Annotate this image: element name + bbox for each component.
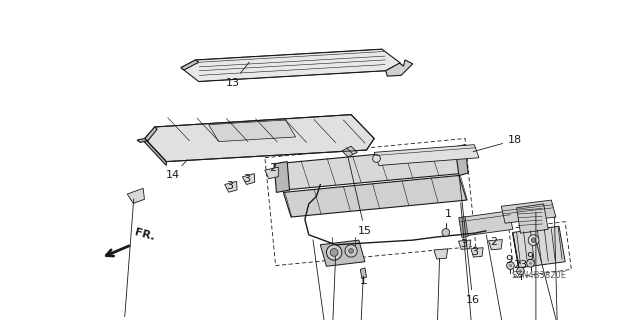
Text: 3: 3 (460, 239, 467, 249)
Polygon shape (516, 204, 548, 233)
Text: 12: 12 (342, 276, 364, 320)
Text: 16: 16 (460, 176, 480, 305)
Polygon shape (181, 49, 401, 82)
Circle shape (330, 249, 338, 256)
Text: 3: 3 (244, 173, 251, 184)
Text: FR.: FR. (134, 228, 156, 243)
Polygon shape (320, 240, 365, 266)
Text: 20: 20 (552, 217, 566, 320)
Circle shape (507, 262, 515, 269)
Polygon shape (209, 120, 296, 141)
Polygon shape (374, 145, 479, 165)
Polygon shape (513, 226, 565, 268)
Polygon shape (145, 127, 157, 141)
Polygon shape (471, 248, 483, 257)
Text: 11: 11 (319, 257, 335, 320)
Text: 4: 4 (120, 199, 134, 320)
Polygon shape (274, 162, 289, 192)
Text: 6: 6 (536, 243, 597, 320)
Polygon shape (458, 240, 471, 249)
Text: 3: 3 (226, 181, 233, 191)
Polygon shape (265, 167, 278, 179)
Polygon shape (459, 211, 513, 236)
Polygon shape (181, 60, 198, 70)
Text: 14: 14 (165, 160, 188, 180)
Circle shape (442, 228, 450, 236)
Polygon shape (127, 188, 145, 203)
Text: 22: 22 (313, 240, 339, 320)
Polygon shape (284, 175, 467, 217)
Circle shape (528, 235, 539, 245)
Text: SZN4B3820E: SZN4B3820E (512, 271, 566, 280)
Text: 2: 2 (490, 237, 497, 247)
Polygon shape (488, 240, 502, 250)
Polygon shape (243, 174, 255, 185)
Circle shape (372, 155, 380, 162)
Text: 9: 9 (526, 252, 533, 262)
Text: 23: 23 (513, 260, 527, 270)
Text: 5: 5 (424, 258, 440, 320)
Polygon shape (501, 200, 556, 223)
Polygon shape (137, 139, 148, 142)
Text: 21: 21 (529, 212, 543, 320)
Polygon shape (360, 268, 367, 279)
Text: 19: 19 (486, 235, 526, 320)
Text: 17: 17 (461, 203, 480, 320)
Circle shape (516, 267, 524, 275)
Text: 15: 15 (348, 156, 372, 236)
Circle shape (345, 245, 357, 257)
Text: 2: 2 (269, 163, 276, 173)
Text: 9: 9 (506, 255, 513, 265)
Polygon shape (342, 146, 357, 157)
Polygon shape (274, 147, 465, 190)
Polygon shape (434, 249, 448, 259)
Polygon shape (145, 139, 166, 165)
Circle shape (531, 238, 536, 243)
Circle shape (349, 249, 353, 253)
Polygon shape (225, 181, 237, 192)
Text: 3: 3 (472, 247, 479, 257)
Circle shape (529, 262, 532, 265)
Circle shape (527, 260, 534, 267)
Polygon shape (459, 216, 468, 238)
Text: 18: 18 (473, 135, 522, 152)
Circle shape (519, 269, 522, 273)
Text: 1: 1 (445, 209, 452, 227)
Polygon shape (455, 145, 468, 175)
Text: 13: 13 (225, 62, 249, 88)
Circle shape (326, 245, 342, 260)
Polygon shape (145, 115, 374, 162)
Polygon shape (513, 232, 519, 271)
Polygon shape (386, 60, 413, 76)
Circle shape (509, 264, 512, 267)
